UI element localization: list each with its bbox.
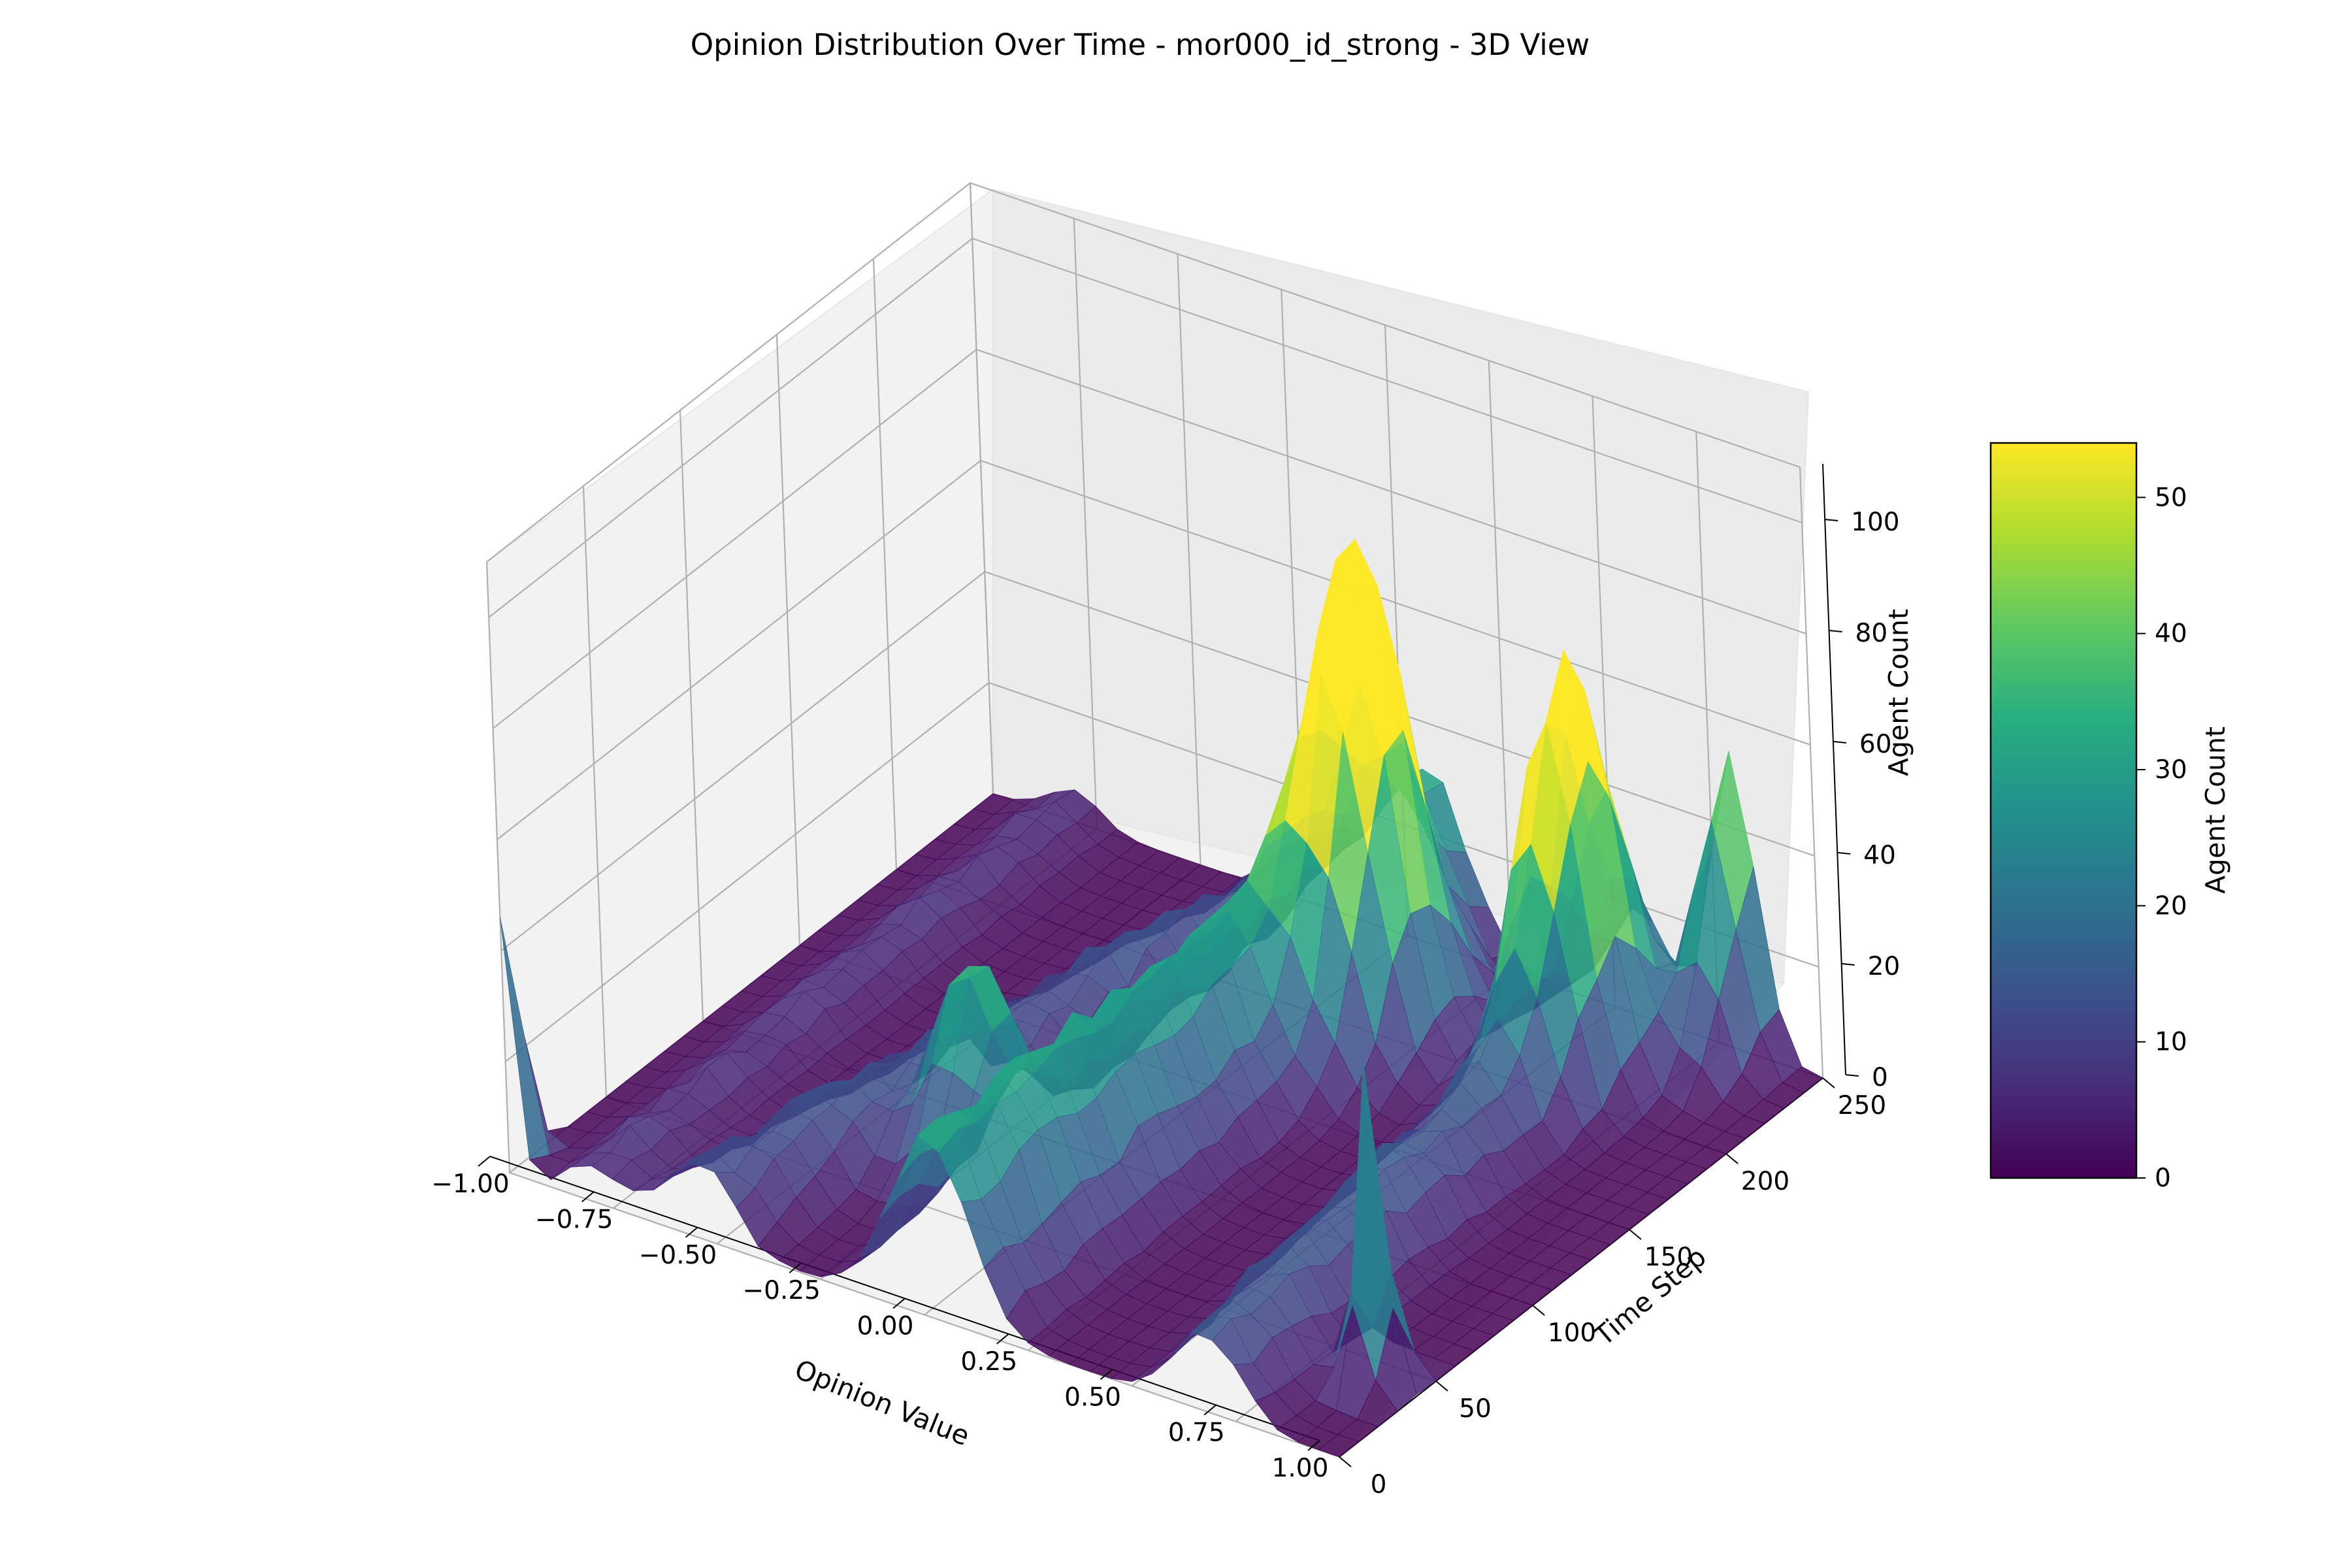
colorbar-tick-label: 50	[2155, 483, 2187, 512]
chart-title: Opinion Distribution Over Time - mor000_…	[691, 27, 1590, 62]
x-axis-label: Opinion Value	[791, 1354, 974, 1452]
x-tick-mark	[581, 1191, 595, 1203]
surface-plot	[500, 538, 1823, 1458]
colorbar-fill	[1989, 442, 2138, 1179]
x-tick-label: −0.75	[535, 1205, 613, 1234]
colorbar-tick-label: 40	[2155, 619, 2187, 649]
x-tick-label: −1.00	[431, 1169, 510, 1199]
x-tick-mark	[996, 1333, 1009, 1345]
z-tick-mark	[1833, 741, 1847, 743]
x-tick-label: 1.00	[1272, 1454, 1329, 1483]
colorbar-tick-label: 30	[2155, 755, 2187, 785]
z-tick-mark	[1837, 852, 1851, 855]
x-tick-mark	[685, 1226, 698, 1238]
x-tick-mark	[478, 1156, 491, 1167]
z-tick-label: 40	[1863, 841, 1896, 870]
x-tick-label: 0.25	[960, 1347, 1017, 1377]
colorbar-tick-label: 20	[2155, 891, 2187, 921]
z-tick-mark	[1841, 963, 1855, 966]
x-tick-mark	[1203, 1404, 1217, 1416]
y-tick-label: 50	[1459, 1394, 1492, 1424]
z-tick-label: 60	[1859, 730, 1892, 759]
grid-line-z	[497, 459, 1811, 840]
z-tick-mark	[1829, 630, 1842, 632]
y-tick-label: 200	[1741, 1167, 1789, 1196]
y-tick-mark	[1822, 1077, 1835, 1088]
x-tick-label: 0.50	[1064, 1382, 1121, 1412]
z-axis-line	[1822, 463, 1846, 1075]
colorbar-ticks: 0 10 20 30 40 50	[2136, 483, 2187, 1193]
grid-line-z	[486, 182, 1801, 563]
y-tick-mark	[1629, 1229, 1642, 1240]
x-tick-mark	[789, 1262, 802, 1273]
y-tick-mark	[1725, 1153, 1739, 1164]
grid-line-z	[492, 348, 1806, 729]
colorbar-tick-label: 10	[2155, 1028, 2187, 1057]
x-tick-mark	[1307, 1440, 1320, 1451]
x-tick-mark	[892, 1298, 906, 1309]
y-tick-mark	[1532, 1305, 1545, 1316]
y-tick-label: 0	[1371, 1470, 1387, 1499]
colorbar-tick-label: 0	[2155, 1164, 2171, 1193]
y-axis-ticks: 0 50 100 150 200 250	[1339, 1077, 1886, 1499]
z-tick-mark	[1825, 519, 1838, 521]
y-tick-mark	[1435, 1380, 1448, 1392]
x-tick-label: −0.50	[639, 1241, 717, 1270]
x-tick-label: 0.75	[1168, 1418, 1225, 1448]
y-tick-label: 150	[1644, 1243, 1693, 1272]
grid-line-z	[488, 237, 1803, 618]
z-tick-label: 0	[1872, 1063, 1888, 1092]
y-tick-label: 250	[1838, 1091, 1886, 1120]
z-tick-label: 100	[1851, 508, 1899, 537]
colorbar: 0 10 20 30 40 50 Agent Count	[1989, 442, 2231, 1193]
z-axis-label: Agent Count	[1883, 609, 1914, 776]
x-tick-label: −0.25	[742, 1276, 821, 1305]
surface-facet	[1318, 1434, 1360, 1458]
z-axis-ticks: 0 20 40 60 80 100	[1825, 508, 1900, 1092]
colorbar-label: Agent Count	[2200, 727, 2231, 894]
y-tick-mark	[1339, 1456, 1352, 1467]
x-tick-mark	[1100, 1369, 1113, 1380]
z-tick-label: 20	[1868, 952, 1901, 981]
z-tick-label: 80	[1855, 619, 1888, 648]
x-axis-ticks: −1.00 −0.75 −0.50 −0.25 0.00 0.25 0.50 0.75 1.00	[431, 1156, 1328, 1483]
y-tick-label: 100	[1548, 1318, 1596, 1348]
x-tick-label: 0.00	[857, 1312, 914, 1341]
z-tick-mark	[1845, 1074, 1859, 1077]
